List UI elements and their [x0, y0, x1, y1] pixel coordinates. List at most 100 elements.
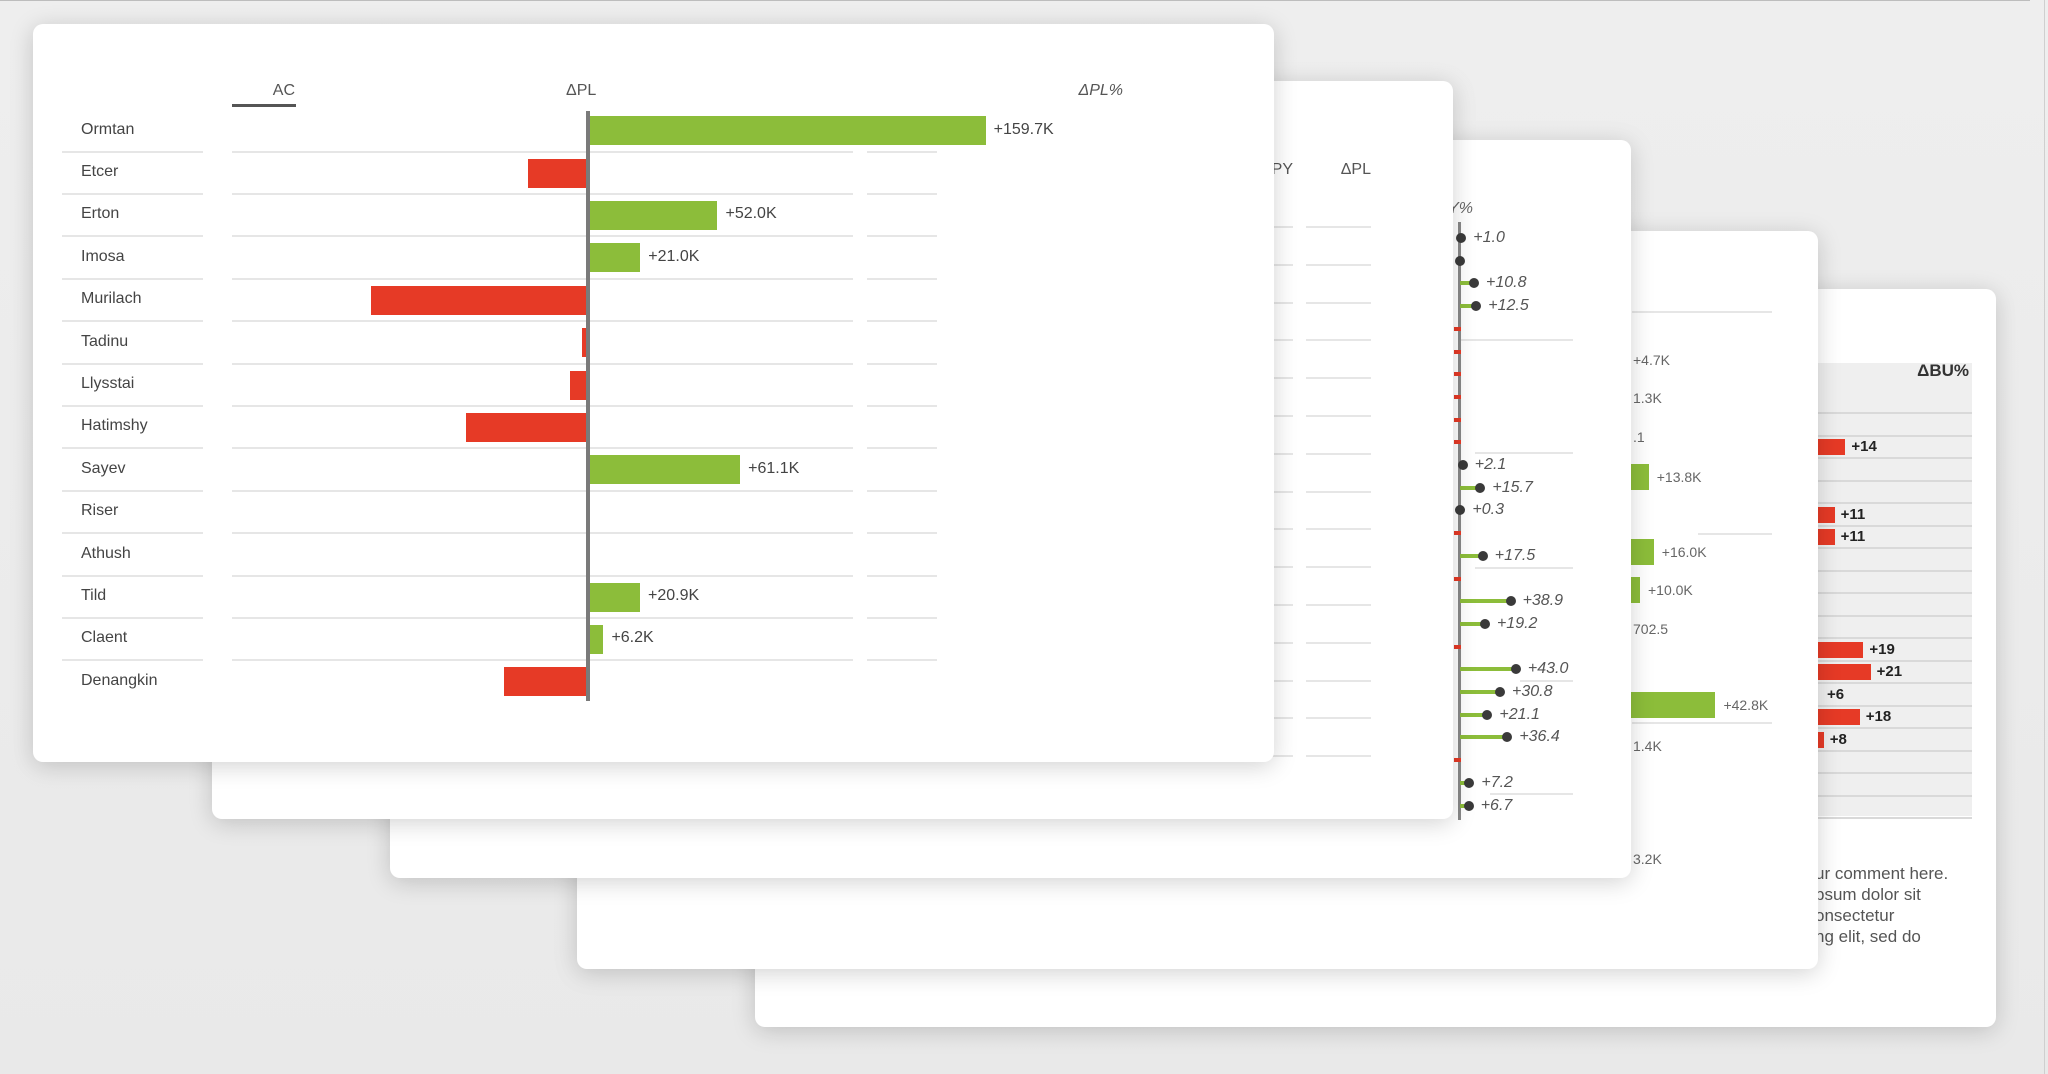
row-divider [1306, 339, 1371, 342]
row-divider [244, 532, 799, 535]
ac-header-underline [232, 104, 296, 107]
lollipop-label: +1.0 [1473, 229, 1505, 246]
row-divider [1306, 226, 1371, 228]
row-divider [1818, 412, 1972, 414]
row-divider [1818, 772, 1972, 774]
lollipop-negative-mark [1454, 326, 1461, 331]
lollipop-label: +7.2 [1481, 773, 1513, 791]
row-divider [62, 574, 203, 577]
dpl-bar-negative [466, 412, 588, 442]
row-divider [1818, 817, 1972, 819]
lollipop-negative-mark [1454, 644, 1461, 649]
row-divider [867, 489, 937, 492]
lollipop-negative-mark [1454, 349, 1461, 354]
row-divider [244, 405, 799, 407]
row-name: Llysstai [81, 375, 135, 392]
row-divider [1306, 604, 1371, 606]
lollipop-dot [1455, 255, 1465, 266]
lollipop-dot [1495, 687, 1506, 697]
lollipop-negative-mark [1454, 394, 1461, 399]
lollipop-stick [1460, 667, 1516, 672]
lollipop-dot [1456, 233, 1467, 243]
row-divider [62, 659, 203, 662]
row-divider [1818, 794, 1972, 797]
lollipop-stick [1460, 621, 1485, 626]
lollipop-label: +38.9 [1522, 592, 1564, 610]
ac-column-header[interactable]: AC [272, 82, 295, 99]
row-divider [244, 320, 799, 323]
lollipop-stick [1460, 281, 1475, 286]
top-border [0, 0, 2030, 1]
lollipop-dot [1469, 278, 1480, 289]
row-divider [793, 150, 853, 153]
row-divider [1818, 592, 1972, 594]
row-name: Tild [81, 587, 107, 604]
row-divider [1818, 704, 1972, 707]
row-divider [62, 489, 203, 492]
bar-label: +4.7K [1633, 352, 1670, 368]
row-divider [1818, 479, 1972, 482]
row-divider [1306, 263, 1371, 266]
row-divider [244, 277, 799, 280]
lollipop-dot [1463, 800, 1474, 811]
row-divider [793, 659, 853, 662]
divider [1475, 452, 1573, 454]
bar-label: +8 [1829, 730, 1847, 748]
row-divider [1306, 528, 1371, 531]
row-divider [1306, 452, 1371, 455]
lollipop-label: +19.2 [1496, 614, 1538, 632]
row-divider [62, 532, 203, 535]
lollipop-dot [1505, 596, 1516, 607]
dpl-bar-positive [588, 200, 718, 230]
bar-label: +10.0K [1648, 582, 1693, 598]
lollipop-label: +0.3 [1472, 501, 1504, 519]
row-divider [1818, 727, 1972, 729]
row-name: Etcer [81, 163, 119, 180]
row-divider [1818, 569, 1972, 572]
row-divider [244, 574, 799, 577]
dpl-label: +6.2K [611, 629, 654, 647]
row-divider [867, 574, 937, 577]
divider [1461, 339, 1573, 341]
row-divider [244, 617, 799, 619]
lollipop-stick [1460, 304, 1477, 309]
dpl-column-header[interactable]: ΔPL [566, 82, 597, 99]
bar-label: +19 [1869, 640, 1895, 658]
divider [1632, 722, 1772, 724]
row-divider [867, 532, 937, 535]
row-divider [1818, 659, 1972, 662]
dpl-bar-positive [588, 116, 986, 146]
bar-label: +21 [1876, 663, 1903, 680]
row-divider [793, 447, 853, 450]
row-divider [62, 235, 203, 238]
bar-label: 1.3K [1633, 390, 1662, 406]
row-divider [867, 447, 937, 450]
dpl-label: +159.7K [993, 120, 1054, 138]
lollipop-dot [1464, 777, 1475, 788]
dpl-pct-column-header[interactable]: ΔPL% [1078, 82, 1123, 99]
dpl-label: +20.9K [648, 587, 700, 604]
row-divider [1306, 679, 1371, 682]
lollipop-negative-mark [1454, 758, 1461, 763]
row-divider [793, 193, 853, 195]
row-divider [62, 277, 203, 280]
table-background [1818, 363, 1972, 816]
lollipop-negative-mark [1454, 372, 1461, 377]
lollipop-label: +2.1 [1474, 456, 1507, 473]
row-divider [793, 617, 853, 619]
divider [1698, 533, 1772, 535]
right-border [2044, 0, 2045, 1074]
row-divider [244, 150, 799, 153]
bar-label: +42.8K [1723, 697, 1769, 713]
variance-table-card[interactable]: AC ΔPL ΔPL% Ormtan3.4M+159.7K+4.93.2MEtc… [33, 24, 1274, 762]
dpl-bar-positive [588, 624, 604, 654]
comment-line: ng elit, sed do [1815, 927, 1921, 946]
lollipop-dot [1477, 550, 1488, 561]
row-divider [867, 150, 937, 153]
zero-axis [586, 111, 590, 701]
lollipop-dot [1455, 505, 1466, 516]
dpl-bar-negative [528, 158, 588, 188]
bar-label: +11 [1840, 528, 1866, 545]
lollipop-dot [1475, 482, 1486, 493]
comment-line: onsectetur [1815, 906, 1895, 925]
